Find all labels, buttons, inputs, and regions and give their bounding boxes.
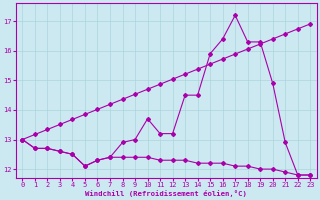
X-axis label: Windchill (Refroidissement éolien,°C): Windchill (Refroidissement éolien,°C) [85,190,247,197]
